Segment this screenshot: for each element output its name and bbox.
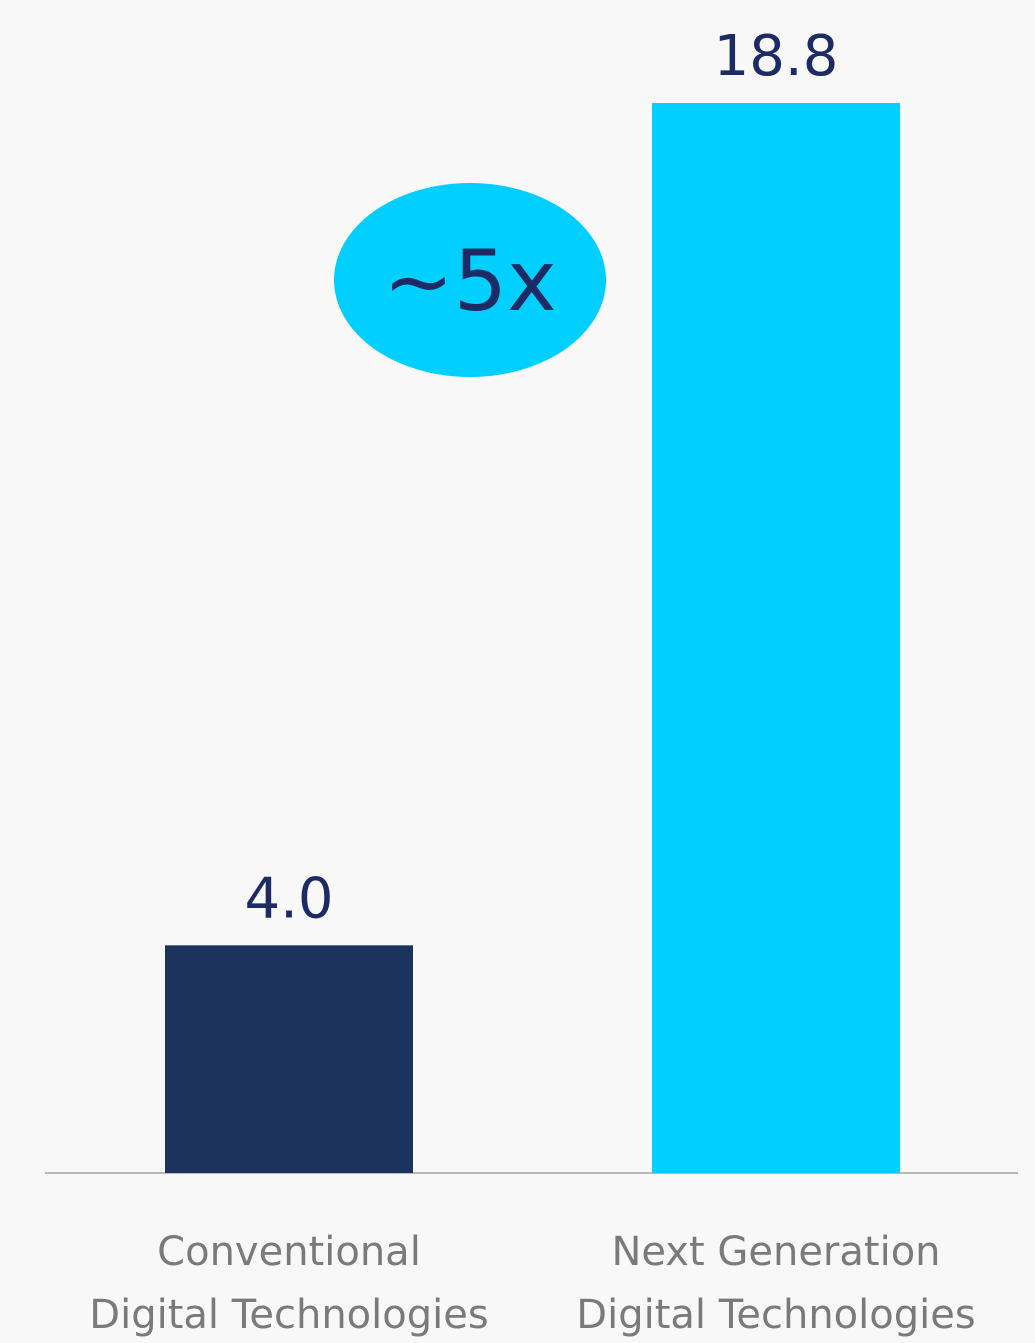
- bar-1: [165, 945, 413, 1173]
- category-label-1-line-2: Digital Technologies: [89, 1292, 488, 1338]
- labels-layer: 4.0 Conventional Digital Technologies 18.8 N…: [89, 24, 975, 1338]
- category-label-2-line-2: Digital Technologies: [576, 1292, 975, 1338]
- value-label-1: 4.0: [244, 866, 333, 931]
- ratio-callout: ~5x: [334, 183, 606, 377]
- category-label-1-line-1: Conventional: [157, 1229, 421, 1275]
- ratio-callout-bubble: [334, 183, 606, 377]
- category-label-2-line-1: Next Generation: [611, 1229, 940, 1275]
- value-label-2: 18.8: [714, 24, 839, 89]
- ratio-callout-text: ~5x: [383, 232, 557, 330]
- bars-layer: [165, 103, 900, 1173]
- bar-2: [652, 103, 900, 1173]
